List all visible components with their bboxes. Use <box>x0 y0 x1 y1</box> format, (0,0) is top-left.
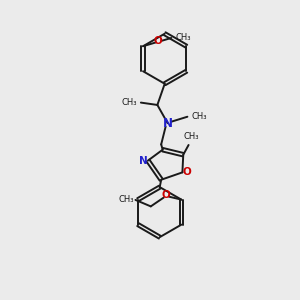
Text: O: O <box>162 190 170 200</box>
Text: CH₃: CH₃ <box>175 34 190 43</box>
Text: O: O <box>182 167 191 177</box>
Text: CH₃: CH₃ <box>191 112 207 121</box>
Text: CH₃: CH₃ <box>118 195 134 204</box>
Text: CH₃: CH₃ <box>184 132 199 141</box>
Text: CH₃: CH₃ <box>122 98 137 107</box>
Text: O: O <box>154 36 163 46</box>
Text: N: N <box>139 156 148 166</box>
Text: N: N <box>163 117 173 130</box>
